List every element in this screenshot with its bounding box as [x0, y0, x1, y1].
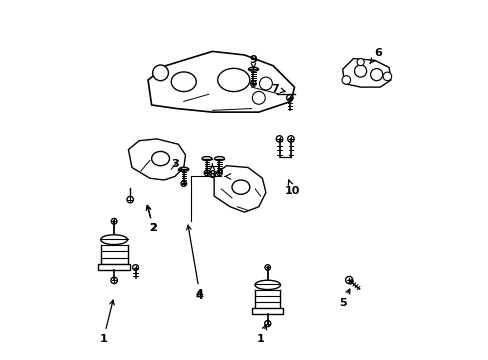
Ellipse shape [171, 72, 196, 91]
Text: 7: 7 [270, 84, 285, 94]
Polygon shape [148, 51, 294, 112]
Text: 1: 1 [256, 325, 266, 344]
Text: 8: 8 [208, 164, 216, 180]
Circle shape [370, 68, 382, 81]
Text: 9: 9 [249, 55, 257, 68]
Text: 5: 5 [338, 289, 349, 308]
Text: 2: 2 [146, 206, 157, 233]
Circle shape [152, 65, 168, 81]
Circle shape [252, 91, 264, 104]
Polygon shape [214, 166, 265, 212]
Ellipse shape [101, 235, 127, 244]
Ellipse shape [151, 152, 169, 166]
Circle shape [382, 72, 391, 81]
Circle shape [259, 77, 272, 90]
Polygon shape [128, 139, 185, 180]
Text: 4: 4 [186, 225, 203, 299]
Text: 1: 1 [100, 300, 114, 344]
Circle shape [354, 65, 366, 77]
Ellipse shape [217, 68, 249, 91]
Text: 6: 6 [369, 48, 382, 63]
Ellipse shape [248, 67, 258, 71]
Ellipse shape [179, 167, 188, 171]
Bar [252, 308, 283, 314]
Ellipse shape [214, 157, 224, 161]
Bar [98, 264, 130, 270]
Ellipse shape [202, 157, 211, 161]
Ellipse shape [254, 280, 280, 289]
Text: 2: 2 [146, 206, 157, 233]
Circle shape [356, 59, 364, 66]
Ellipse shape [231, 180, 249, 194]
Circle shape [341, 76, 350, 84]
Text: 3: 3 [171, 159, 183, 172]
Polygon shape [342, 59, 390, 87]
Text: 10: 10 [285, 180, 300, 196]
Text: 4: 4 [196, 291, 203, 301]
